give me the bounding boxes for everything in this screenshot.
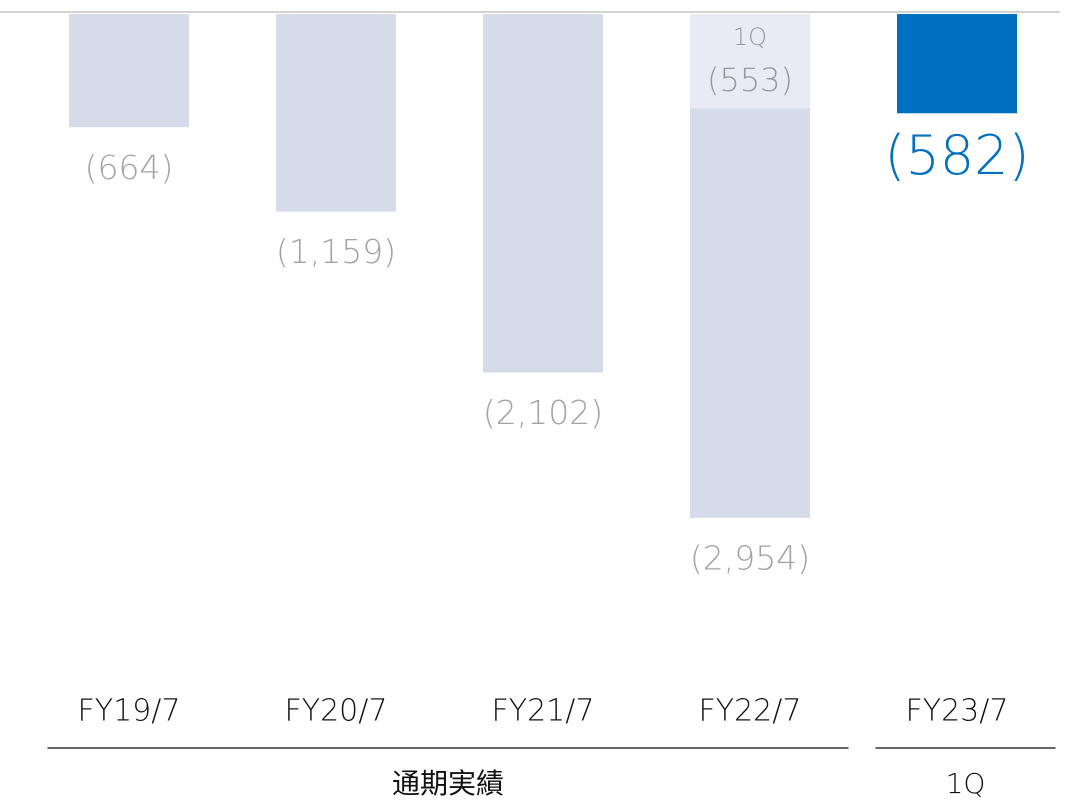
overlay-name: 1Q — [733, 23, 767, 51]
x-tick-label: FY21/7 — [492, 694, 595, 729]
bar — [483, 14, 603, 373]
x-tick-label: FY22/7 — [699, 694, 802, 729]
x-tick-label: FY19/7 — [78, 694, 181, 729]
overlay-bar — [690, 14, 810, 109]
overlay-label: (553) — [707, 61, 793, 99]
group-label: 1Q — [946, 767, 986, 800]
bar — [276, 14, 396, 212]
group-label: 通期実績 — [392, 767, 504, 800]
x-tick-label: FY20/7 — [285, 694, 388, 729]
value-label: (1,159) — [276, 232, 396, 271]
x-tick-label: FY23/7 — [906, 694, 1009, 729]
value-label: (2,954) — [690, 538, 810, 577]
value-label: (2,102) — [483, 393, 603, 432]
value-label: (582) — [884, 124, 1029, 187]
value-label: (664) — [85, 148, 174, 187]
bar — [69, 14, 189, 128]
bar — [897, 14, 1017, 114]
